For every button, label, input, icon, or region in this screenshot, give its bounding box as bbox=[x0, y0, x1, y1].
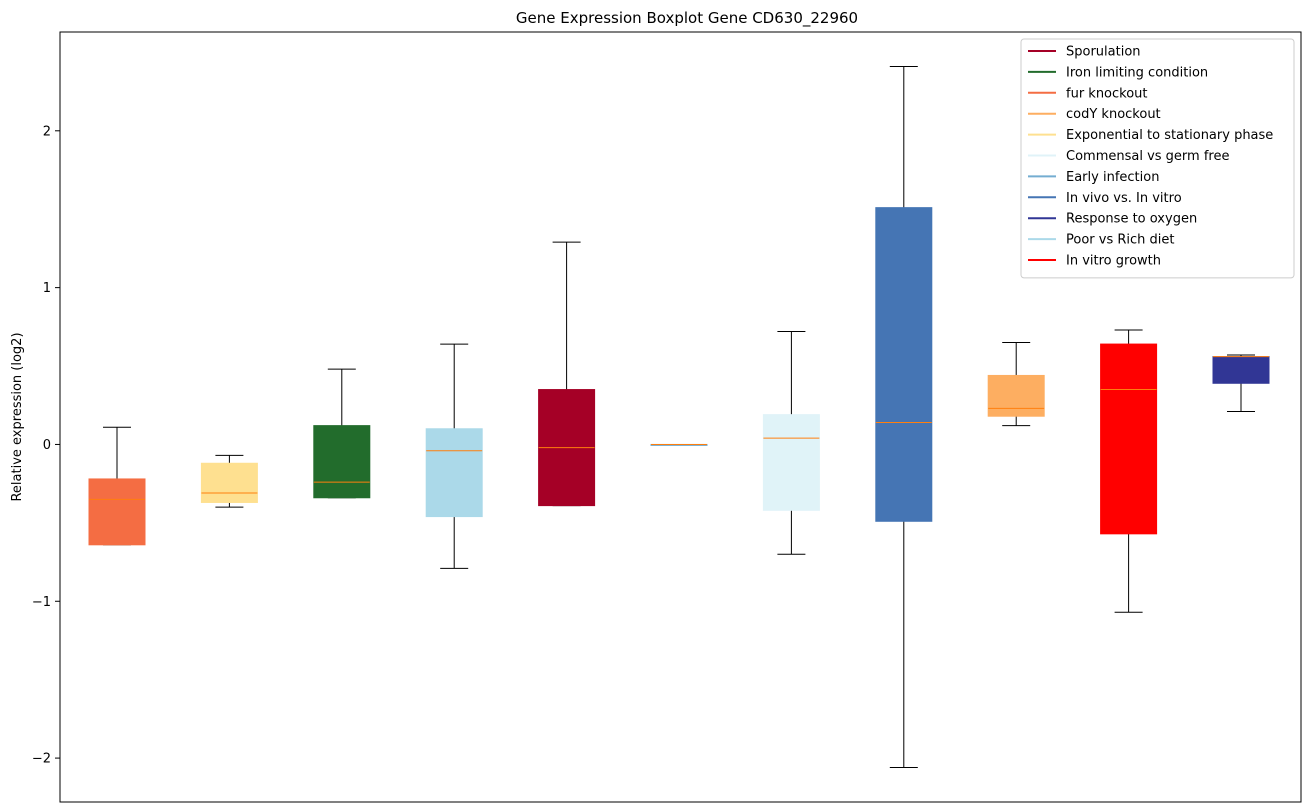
legend-label: Commensal vs germ free bbox=[1066, 149, 1229, 164]
box-0 bbox=[88, 426, 146, 546]
y-axis-label: Relative expression (log2) bbox=[10, 332, 25, 501]
legend-label: Poor vs Rich diet bbox=[1066, 233, 1174, 248]
iqr-box bbox=[987, 374, 1045, 417]
box-6 bbox=[762, 331, 820, 555]
plot-area: 2 1 0 −1 −2 bbox=[32, 66, 1270, 768]
iqr-box bbox=[425, 428, 483, 518]
legend-label: Sporulation bbox=[1066, 45, 1141, 60]
iqr-box bbox=[762, 414, 820, 511]
box-4 bbox=[538, 241, 596, 507]
box-8 bbox=[987, 342, 1045, 427]
iqr-box bbox=[1100, 343, 1158, 535]
legend-label: Response to oxygen bbox=[1066, 212, 1197, 227]
legend-label: codY knockout bbox=[1066, 107, 1161, 122]
iqr-box bbox=[1212, 356, 1270, 384]
iqr-box bbox=[88, 478, 146, 546]
box-10 bbox=[1212, 354, 1270, 413]
y-tick-label: 0 bbox=[43, 438, 51, 453]
y-tick-label: −2 bbox=[32, 752, 51, 767]
box-7 bbox=[875, 66, 933, 768]
legend-label: Iron limiting condition bbox=[1066, 65, 1208, 80]
legend: Sporulation Iron limiting condition fur kn… bbox=[1020, 38, 1295, 279]
y-tick-label: 1 bbox=[43, 281, 51, 296]
iqr-box bbox=[200, 462, 258, 503]
y-tick-label: −1 bbox=[32, 595, 51, 610]
legend-frame bbox=[1020, 38, 1295, 279]
box-1 bbox=[200, 454, 258, 508]
legend-label: Exponential to stationary phase bbox=[1066, 128, 1273, 143]
legend-label: In vitro growth bbox=[1066, 254, 1161, 269]
legend-label: Early infection bbox=[1066, 170, 1159, 185]
y-tick-label: 2 bbox=[43, 124, 51, 139]
box-9 bbox=[1100, 329, 1158, 613]
chart-title: Gene Expression Boxplot Gene CD630_22960 bbox=[516, 9, 858, 28]
iqr-box bbox=[875, 207, 933, 522]
iqr-box bbox=[313, 425, 371, 499]
box-5 bbox=[650, 443, 708, 446]
plot-frame bbox=[59, 31, 1302, 803]
box-3 bbox=[425, 343, 483, 569]
box-2 bbox=[313, 368, 371, 499]
legend-label: fur knockout bbox=[1066, 86, 1148, 101]
legend-label: In vivo vs. In vitro bbox=[1066, 191, 1182, 206]
